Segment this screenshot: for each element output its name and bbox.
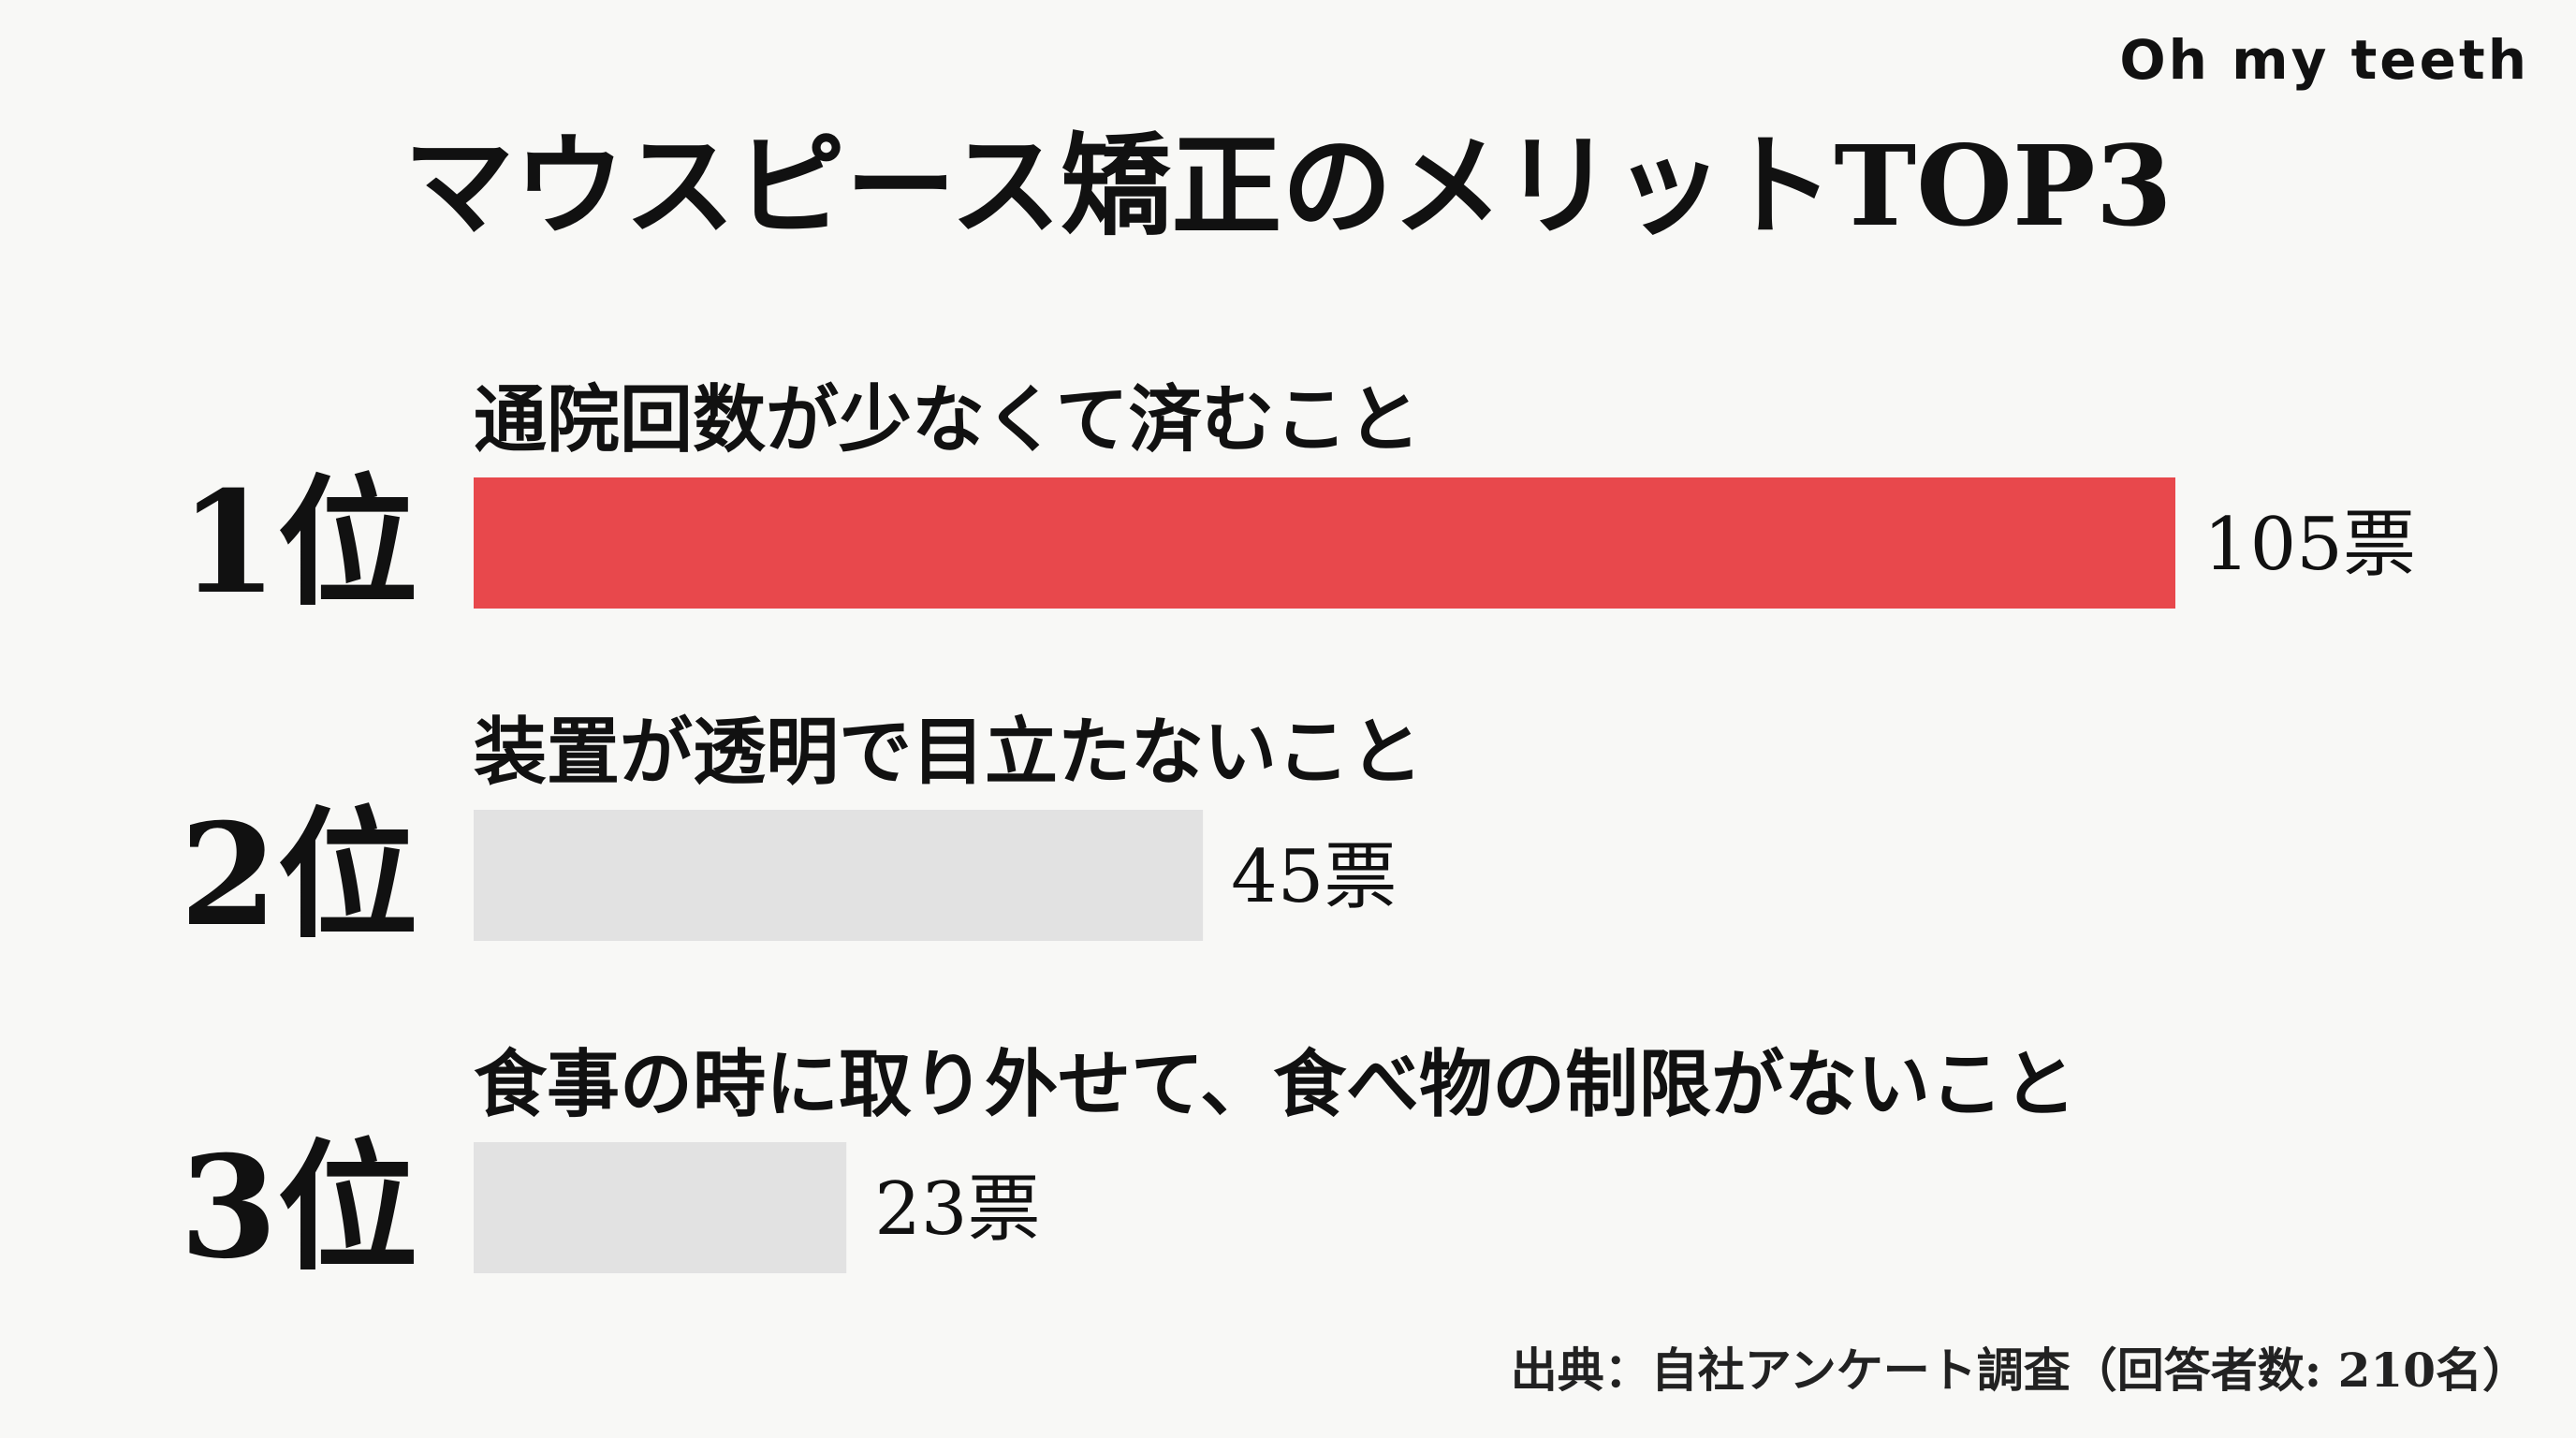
rank-label: 3位 [180,1125,417,1290]
bar [474,1142,847,1273]
brand-logo: Oh my teeth [2119,28,2529,92]
category-label: 装置が透明で目立たないこと [474,710,1423,795]
value-label: 105票 [2203,503,2416,587]
category-label: 通院回数が少なくて済むこと [474,377,1421,462]
bar [474,810,1204,941]
bar [474,477,2175,609]
rank-label: 1位 [180,461,417,625]
chart-title: マウスピース矯正のメリットTOP3 [403,121,2173,251]
rank-label: 2位 [180,793,417,958]
value-label: 23票 [874,1167,1040,1252]
source-note: 出典：自社アンケート調査（回答者数: 210名） [1510,1343,2529,1398]
value-label: 45票 [1231,835,1397,919]
category-label: 食事の時に取り外せて、食べ物の制限がないこと [474,1042,2076,1127]
